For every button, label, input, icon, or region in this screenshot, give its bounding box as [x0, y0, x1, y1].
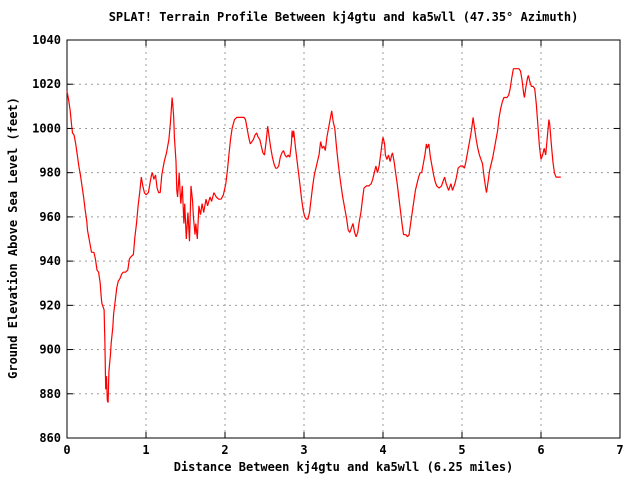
y-tick-label: 1040 — [32, 33, 61, 47]
y-tick-label: 1020 — [32, 77, 61, 91]
chart-title: SPLAT! Terrain Profile Between kj4gtu an… — [108, 10, 579, 24]
x-tick-label: 7 — [616, 443, 623, 457]
x-tick-label: 6 — [537, 443, 544, 457]
x-tick-label: 2 — [221, 443, 228, 457]
y-tick-label: 900 — [39, 343, 61, 357]
y-tick-label: 860 — [39, 431, 61, 445]
gridlines — [67, 40, 620, 438]
y-tick-label: 980 — [39, 166, 61, 180]
x-tick-label: 3 — [300, 443, 307, 457]
y-tick-label: 1000 — [32, 121, 61, 135]
y-tick-label: 940 — [39, 254, 61, 268]
x-tick-label: 0 — [63, 443, 70, 457]
y-tick-label: 960 — [39, 210, 61, 224]
x-tick-label: 1 — [142, 443, 149, 457]
y-tick-label: 920 — [39, 298, 61, 312]
x-tick-label: 4 — [379, 443, 386, 457]
plot-frame — [66, 39, 621, 439]
elevation-line — [66, 68, 561, 403]
x-tick-label: 5 — [458, 443, 465, 457]
axis-tick-labels: 860 880 900 920 940 960 980 1000 1020 1040 0 1 2 3 4 5 6… — [32, 33, 624, 457]
y-tick-label: 880 — [39, 387, 61, 401]
x-axis-label: Distance Between kj4gtu and ka5wll (6.25… — [173, 460, 514, 474]
tick-marks — [66, 39, 621, 439]
